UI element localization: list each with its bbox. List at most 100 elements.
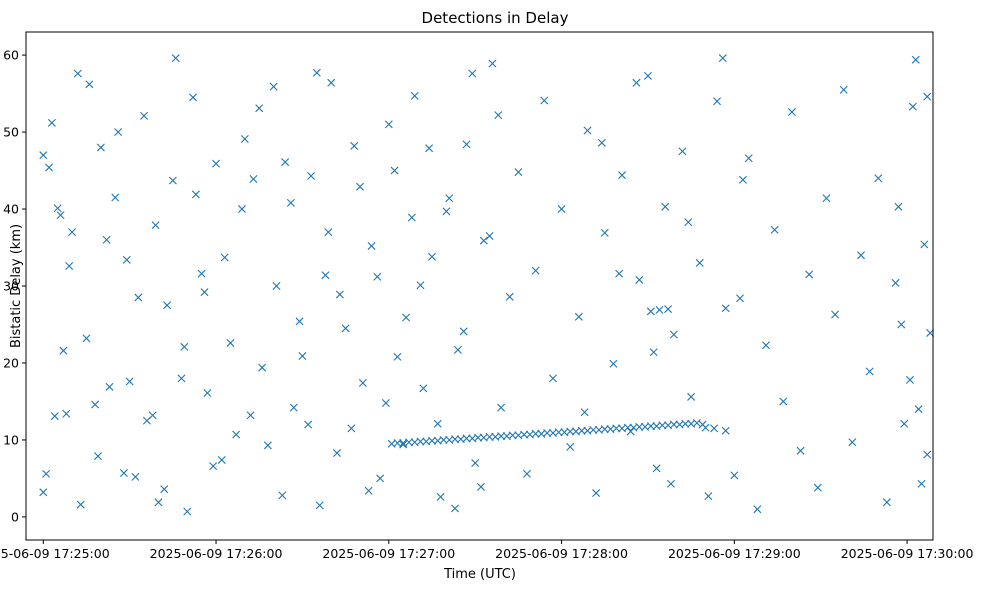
data-point	[327, 78, 336, 87]
x-marker-stroke	[468, 69, 477, 78]
data-point	[865, 367, 874, 376]
x-marker-stroke	[125, 377, 134, 386]
data-point	[376, 474, 385, 483]
data-point	[453, 345, 462, 354]
x-marker-stroke	[687, 392, 696, 401]
x-marker-stroke	[209, 462, 218, 471]
data-point	[451, 504, 460, 513]
x-marker-stroke	[445, 194, 454, 203]
data-point	[661, 202, 670, 211]
y-tick-label: 10	[3, 432, 19, 447]
x-marker-stroke	[295, 317, 304, 326]
data-point	[476, 482, 485, 491]
x-marker-stroke	[85, 80, 94, 89]
data-point	[332, 449, 341, 458]
data-point	[419, 384, 428, 393]
x-marker-stroke	[119, 469, 128, 478]
x-marker-stroke	[494, 111, 503, 120]
x-marker-stroke	[315, 501, 324, 510]
x-marker-stroke	[45, 163, 54, 172]
data-point	[666, 479, 675, 488]
data-point	[770, 225, 779, 234]
x-marker-stroke	[632, 78, 641, 87]
data-point	[497, 432, 506, 441]
data-point	[813, 483, 822, 492]
data-point	[911, 55, 920, 64]
x-marker-stroke	[721, 426, 730, 435]
x-marker-stroke	[96, 143, 105, 152]
x-marker-stroke	[304, 420, 313, 429]
data-point	[520, 430, 529, 439]
x-marker-stroke	[580, 408, 589, 417]
x-marker-stroke	[93, 452, 102, 461]
x-marker-stroke	[462, 434, 471, 443]
data-point	[240, 134, 249, 143]
data-point	[307, 171, 316, 180]
x-marker-stroke	[367, 241, 376, 250]
x-marker-stroke	[321, 271, 330, 280]
x-marker-stroke	[753, 505, 762, 514]
data-point	[209, 462, 218, 471]
data-point	[93, 452, 102, 461]
data-point	[295, 317, 304, 326]
x-marker-stroke	[857, 251, 866, 260]
data-point	[53, 204, 62, 213]
data-point	[718, 54, 727, 63]
x-axis: 2025-06-09 17:25:00 2025-06-09 17:26:00 20…	[0, 540, 974, 561]
data-point	[356, 182, 364, 191]
data-point	[730, 471, 739, 480]
x-marker-stroke	[891, 278, 900, 287]
chart-title: Detections in Delay	[422, 9, 569, 27]
data-point	[839, 85, 848, 94]
data-point	[684, 218, 693, 227]
data-point	[626, 427, 635, 436]
data-point	[39, 488, 48, 497]
data-point	[140, 111, 149, 120]
data-point	[42, 469, 51, 478]
data-point	[335, 290, 344, 299]
data-point	[393, 439, 402, 448]
x-marker-stroke	[710, 424, 719, 433]
x-tick-label: 2025-06-09 17:30:00	[841, 546, 974, 561]
data-point	[163, 301, 172, 310]
data-point	[258, 363, 267, 372]
x-marker-stroke	[358, 378, 367, 387]
x-marker-stroke	[597, 138, 606, 147]
x-marker-stroke	[531, 266, 540, 275]
data-point	[577, 426, 586, 435]
data-point	[151, 221, 160, 230]
data-point	[73, 69, 82, 78]
x-marker-stroke	[416, 281, 425, 290]
x-marker-stroke	[900, 419, 909, 428]
x-marker-stroke	[687, 419, 696, 428]
x-marker-stroke	[762, 341, 770, 350]
data-points	[39, 54, 935, 516]
x-marker-stroke	[39, 488, 48, 497]
data-point	[442, 207, 451, 216]
x-marker-stroke	[474, 433, 483, 442]
data-point	[154, 498, 163, 507]
x-marker-stroke	[692, 419, 701, 427]
data-point	[669, 420, 678, 429]
x-marker-stroke	[643, 71, 652, 80]
x-marker-stroke	[436, 492, 445, 501]
data-point	[508, 431, 517, 440]
x-marker-stroke	[684, 218, 693, 227]
data-point	[485, 231, 494, 240]
x-marker-stroke	[669, 330, 678, 339]
x-marker-stroke	[439, 435, 448, 444]
x-marker-stroke	[618, 171, 627, 180]
data-point	[643, 71, 652, 80]
x-marker-stroke	[618, 424, 627, 433]
x-marker-stroke	[237, 205, 246, 214]
x-marker-stroke	[433, 419, 442, 428]
data-point	[358, 378, 367, 387]
x-marker-stroke	[407, 213, 416, 222]
data-point	[618, 171, 627, 180]
x-axis-label: Time (UTC)	[443, 567, 516, 582]
data-point	[298, 352, 307, 361]
x-marker-stroke	[332, 449, 341, 458]
y-tick-label: 50	[3, 125, 19, 140]
x-marker-stroke	[646, 307, 655, 316]
x-marker-stroke	[479, 433, 488, 442]
